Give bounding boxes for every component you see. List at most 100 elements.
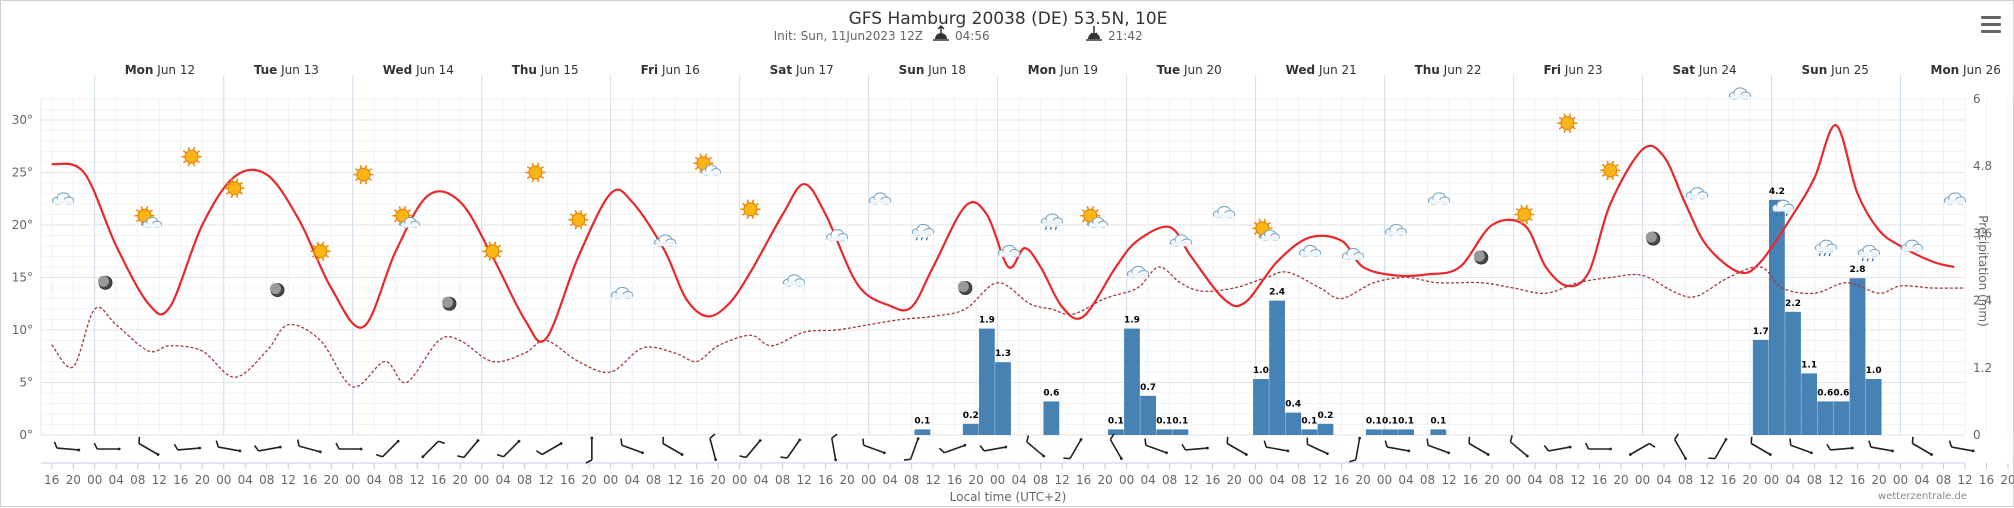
wind-feather xyxy=(1509,435,1513,443)
wind-feather xyxy=(780,456,788,459)
precipitation-bar xyxy=(978,328,995,435)
x-tick-label: 04 xyxy=(1269,473,1284,487)
precipitation-label: 4.2 xyxy=(1769,187,1785,197)
wind-feather xyxy=(662,436,665,444)
cloud-base xyxy=(1386,231,1407,236)
sun-ray xyxy=(403,205,407,210)
sun-ray xyxy=(325,254,330,258)
day-label: Thu Jun 22 xyxy=(1415,63,1482,77)
x-tick-label: 00 xyxy=(1764,473,1779,487)
wind-feather xyxy=(1648,442,1656,448)
wind-shaft xyxy=(786,439,801,459)
wind-shaft xyxy=(1629,442,1650,456)
sun-ray xyxy=(699,153,703,157)
x-tick-label: 20 xyxy=(840,473,855,487)
wind-shaft xyxy=(662,442,683,456)
cloud-icon xyxy=(52,192,75,205)
precipitation-bar xyxy=(1124,328,1140,435)
sun-ray xyxy=(741,202,746,206)
sun-ray xyxy=(368,168,373,172)
y2-tick-label: 1.2 xyxy=(1973,361,1992,375)
y2-tick-label: 2.4 xyxy=(1973,294,1992,308)
x-tick-label: 12 xyxy=(152,473,167,487)
wind-shaft xyxy=(56,447,79,451)
sun-ray xyxy=(239,191,244,195)
sun-ray xyxy=(196,160,201,164)
wind-barb-icon xyxy=(662,436,684,456)
sun-ray xyxy=(140,222,144,226)
day-weekday: Tue xyxy=(254,63,278,77)
wind-dot xyxy=(1768,453,1772,456)
precipitation-bar xyxy=(914,429,931,435)
wind-shaft xyxy=(1026,441,1045,457)
wind-dot xyxy=(1325,452,1329,456)
sun-ray xyxy=(192,146,196,151)
x-tick-label: 08 xyxy=(1678,473,1693,487)
hamburger-menu-icon[interactable] xyxy=(1981,16,2001,34)
precipitation-bar xyxy=(1865,379,1882,435)
precipitation-bar xyxy=(1317,423,1334,435)
cloud-icon xyxy=(1341,248,1365,261)
day-date: Jun 15 xyxy=(537,63,579,77)
day-date: Jun 22 xyxy=(1440,63,1482,77)
y-tick-label: 30° xyxy=(12,113,33,127)
day-label: Thu Jun 15 xyxy=(512,63,579,77)
day-weekday: Mon xyxy=(1931,63,1960,77)
sun-disc xyxy=(1603,163,1618,178)
wind-barb-icon xyxy=(1426,438,1451,455)
y-tick-label: 20° xyxy=(12,218,33,232)
wind-dot xyxy=(1407,449,1411,453)
cloud-icon xyxy=(1943,192,1967,205)
precipitation-bar xyxy=(1365,429,1382,435)
wind-feather xyxy=(53,441,58,449)
sun-ray xyxy=(187,163,191,167)
cloud-icon xyxy=(1212,206,1236,219)
precipitation-bar xyxy=(1382,429,1398,435)
wind-dot xyxy=(1810,451,1813,455)
rain-drop xyxy=(1780,212,1783,217)
x-tick-label: 04 xyxy=(238,473,253,487)
sun-ray xyxy=(1601,173,1606,177)
wind-barb-icon xyxy=(53,441,81,452)
sun-ray xyxy=(182,150,187,154)
moon-icon xyxy=(269,283,285,298)
x-tick-label: 04 xyxy=(1914,473,1929,487)
precipitation-label: 0.2 xyxy=(1317,411,1333,421)
wind-feather xyxy=(1708,457,1716,460)
wind-shaft xyxy=(1673,439,1687,459)
y-tick-label: 0° xyxy=(19,428,33,442)
sun-disc xyxy=(184,149,199,164)
x-tick-label: 08 xyxy=(130,473,145,487)
y2-tick-label: 6 xyxy=(1973,92,1981,106)
wind-feather xyxy=(1673,433,1680,440)
wind-barb-icon xyxy=(1911,436,1933,456)
x-tick-label: 08 xyxy=(775,473,790,487)
wind-feather xyxy=(938,447,945,454)
wind-feather xyxy=(296,439,300,447)
wind-dot xyxy=(1930,453,1933,456)
sun-ray xyxy=(694,156,699,160)
wind-dot xyxy=(238,449,242,453)
x-tick-label: 00 xyxy=(603,473,618,487)
x-tick-label: 12 xyxy=(410,473,425,487)
sun-disc xyxy=(485,244,500,259)
wind-dot xyxy=(1358,436,1362,440)
credits-link[interactable]: wetterzentrale.de xyxy=(1878,491,1967,502)
wind-feather xyxy=(1144,438,1147,446)
wind-feather xyxy=(1789,438,1792,446)
cloud-base xyxy=(1128,273,1149,278)
sun-disc xyxy=(571,212,586,227)
sun-ray xyxy=(135,209,140,213)
x-tick-label: 16 xyxy=(1463,473,1478,487)
x-tick-label: 08 xyxy=(1420,473,1435,487)
x-tick-label: 08 xyxy=(1033,473,1048,487)
wind-barb-icon xyxy=(938,443,967,454)
wind-barb-icon xyxy=(375,439,400,458)
precipitation-label: 0.6 xyxy=(1833,388,1849,398)
precipitation-bar xyxy=(1253,379,1269,435)
x-tick-label: 08 xyxy=(1291,473,1306,487)
wind-shaft xyxy=(1427,444,1449,454)
wind-dot xyxy=(77,448,81,452)
sun-icon xyxy=(181,146,202,167)
cloud-base xyxy=(1343,255,1364,260)
